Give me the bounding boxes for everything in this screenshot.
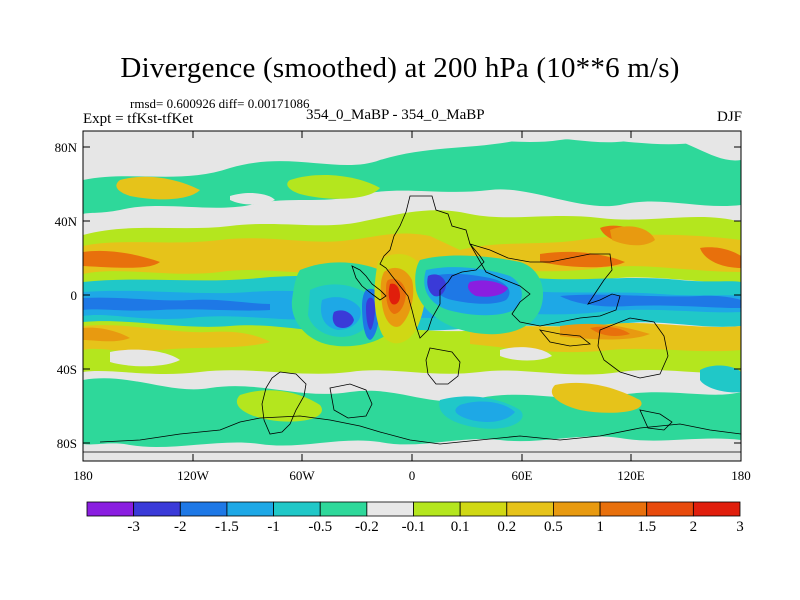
- colorbar-swatch: [413, 501, 461, 517]
- contour-purple-indian: [468, 280, 508, 297]
- colorbar-label: 1: [596, 519, 604, 535]
- coastline-south-america: [261, 371, 307, 435]
- colorbar-swatch: [599, 501, 648, 517]
- contour-darkorange-south-band: [590, 326, 630, 336]
- lon-label-180w: 180: [73, 468, 93, 483]
- lat-label-80s: 80S: [57, 436, 77, 451]
- contour-green-nh-atlantic: [287, 174, 380, 199]
- colorbar-label: -2: [174, 519, 187, 535]
- colorbar-swatch: [86, 501, 135, 517]
- colorbar-swatch: [366, 501, 414, 517]
- colorbar-label: 1.5: [637, 519, 656, 535]
- stats-label: rmsd= 0.600926 diff= 0.00171086: [130, 96, 310, 111]
- colorbar-swatch: [133, 501, 181, 517]
- lon-label-60w: 60W: [289, 468, 315, 483]
- axis-ticks: [82, 131, 742, 461]
- contour-lime-south: [236, 390, 322, 422]
- colorbar-swatch: [319, 501, 368, 517]
- coastline-nz-pacific: [639, 409, 673, 431]
- contour-red-africa: [388, 283, 400, 305]
- lat-label-40n: 40N: [55, 214, 78, 229]
- case-label: 354_0_MaBP - 354_0_MaBP: [306, 107, 485, 123]
- experiment-label: Expt = tfKst-tfKet: [83, 111, 194, 127]
- lat-label-80n: 80N: [55, 140, 78, 155]
- season-label: DJF: [716, 109, 742, 125]
- colorbar-label: 0.1: [451, 519, 470, 535]
- colorbar-swatch: [226, 501, 274, 517]
- coastline-south-africa: [425, 347, 461, 385]
- colorbar-label: -0.5: [308, 519, 332, 535]
- contour-darkblue-india: [427, 274, 446, 297]
- coastline-africa-europe: [379, 195, 485, 339]
- lon-label-180e: 180: [731, 468, 751, 483]
- contour-cyan-sh-indian: [455, 401, 515, 422]
- contour-cyan-south-pacific: [700, 365, 741, 393]
- coastline-central-america: [351, 265, 387, 301]
- lon-label-60e: 60E: [512, 468, 533, 483]
- contour-orange-south-band: [83, 323, 650, 342]
- contour-north-band-top: [83, 131, 741, 148]
- colorbar-label: -1: [267, 519, 280, 535]
- plot-title: Divergence (smoothed) at 200 hPa (10**6 …: [120, 52, 680, 84]
- contour-gold-nh-pacific: [116, 176, 200, 200]
- lat-label-0: 0: [71, 288, 78, 303]
- colorbar-swatch: [273, 501, 321, 517]
- colorbar-label: -3: [127, 519, 140, 535]
- coastline-antarctica: [99, 415, 741, 445]
- colorbar-swatch: [459, 501, 508, 517]
- coastline-indonesia: [538, 329, 592, 347]
- colorbar-swatch: [553, 501, 601, 517]
- contour-orange-north-band: [83, 225, 741, 268]
- longitude-labels: 180 120W 60W 0 60E 120E 180: [73, 468, 751, 483]
- contour-gold-south: [551, 382, 642, 413]
- contour-blue-equatorial: [83, 294, 741, 311]
- colorbar-label: 0.5: [544, 519, 563, 535]
- lon-label-120w: 120W: [177, 468, 210, 483]
- colorbar-label: -0.1: [402, 519, 426, 535]
- colorbar-label: 2: [690, 519, 698, 535]
- coastline-greenland: [329, 383, 373, 419]
- contour-field: [83, 131, 741, 461]
- colorbar-swatch: [179, 501, 228, 517]
- colorbar-swatch: [646, 501, 694, 517]
- latitude-labels: 80N 40N 0 40S 80S: [55, 140, 78, 451]
- colorbar-swatch: [506, 501, 554, 517]
- contour-white-patches: [110, 193, 552, 367]
- contour-darkblue-atlantic: [332, 310, 354, 328]
- colorbar-label: -1.5: [215, 519, 239, 535]
- coastline-asia: [469, 243, 621, 327]
- colorbar-label: 0.2: [497, 519, 516, 535]
- contour-orange-nh-pacific: [610, 226, 655, 246]
- colorbar: -3 -2 -1.5 -1 -0.5 -0.2 -0.1 0.1 0.2 0.5 1 1.5 2 3: [86, 501, 744, 535]
- colorbar-label: 3: [736, 519, 744, 535]
- contour-darkblue-stripe: [366, 297, 376, 330]
- coastlines: [83, 195, 741, 453]
- lon-label-0: 0: [409, 468, 416, 483]
- colorbar-label: -0.2: [355, 519, 379, 535]
- lat-label-40s: 40S: [57, 362, 77, 377]
- lon-label-120e: 120E: [617, 468, 645, 483]
- coastline-australia: [597, 317, 669, 379]
- colorbar-swatch: [692, 501, 741, 517]
